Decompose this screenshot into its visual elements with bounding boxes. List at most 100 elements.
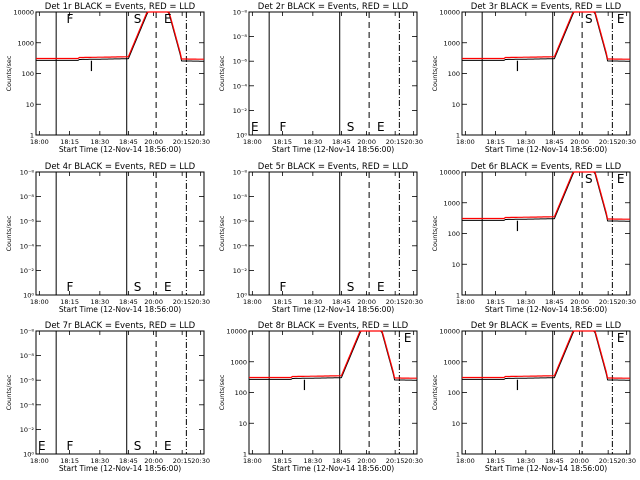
x-axis-title: Start Time (12-Nov-14 18:56:00) [59,464,181,473]
panel-title: Det 7r BLACK = Events, RED = LLD [45,321,196,331]
plot-frame [248,171,418,296]
panel-title: Det 3r BLACK = Events, RED = LLD [471,2,622,12]
x-tick-label: 18:30 [90,457,109,465]
y-tick-label: 1 [243,451,247,459]
x-tick-label: 20:30 [617,138,636,146]
y-tick-label: 10 [239,420,247,428]
x-tick-label: 18:15 [273,298,292,306]
x-tick-label: 18:00 [243,138,262,146]
panel-title: Det 8r BLACK = Events, RED = LLD [258,321,409,331]
x-tick-label: 20:30 [404,298,423,306]
y-tick-label: 10000 [439,169,460,177]
interval-marker-label: E [377,280,385,294]
y-tick-label: 10000 [439,328,460,336]
y-tick-label: 1000 [230,358,247,366]
y-tick-label: 10⁻⁶ [233,58,248,66]
y-axis-title: Counts/sec [5,55,13,91]
x-tick-label: 18:00 [456,457,475,465]
x-tick-label: 20:30 [191,457,210,465]
interval-marker-label: E [251,120,259,134]
y-tick-label: 1 [456,451,460,459]
lld-series-line [462,330,630,379]
x-tick-label: 18:00 [243,298,262,306]
y-tick-label: 10000 [226,328,247,336]
detector-panel-5: Det 5r BLACK = Events, RED = LLD 18:00 18:… [218,162,423,314]
x-axis-title: Start Time (12-Nov-14 18:56:00) [272,145,394,154]
interval-marker-label: S [585,172,593,186]
detector-panel-2: Det 2r BLACK = Events, RED = LLD 18:00 18:… [218,2,423,154]
x-tick-label: 18:15 [60,457,79,465]
x-tick-label: 18:15 [273,138,292,146]
interval-marker-label: S [134,12,142,26]
y-tick-label: 10 [452,101,460,109]
x-tick-label: 20:15 [599,298,618,306]
y-tick-label: 1000 [443,199,460,207]
y-axis-title: Counts/sec [218,215,226,251]
panel-title: Det 1r BLACK = Events, RED = LLD [45,2,196,12]
lld-series-line [462,11,630,60]
interval-marker-label: E [164,439,172,453]
x-tick-label: 18:45 [119,457,138,465]
detector-panel-7: Det 7r BLACK = Events, RED = LLD 18:00 18:… [5,321,210,473]
x-tick-label: 18:30 [516,138,535,146]
lld-series-line [462,171,630,220]
interval-marker-label: E [617,172,625,186]
x-tick-label: 18:00 [30,138,49,146]
x-tick-label: 20:00 [570,457,589,465]
y-tick-label: 1 [30,132,34,140]
y-tick-label: 1 [456,132,460,140]
events-series-line [462,11,630,62]
x-tick-label: 20:00 [144,457,163,465]
plot-frame [461,11,631,136]
x-tick-label: 20:30 [617,457,636,465]
y-tick-label: 10 [452,420,460,428]
interval-marker-label: E [377,120,385,134]
y-tick-label: 100 [448,389,460,397]
y-tick-label: 10⁻⁶ [20,218,35,226]
x-tick-label: 18:30 [303,138,322,146]
interval-marker-label: S [134,439,142,453]
x-tick-label: 18:00 [30,298,49,306]
plot-frame [35,171,205,296]
x-tick-label: 20:30 [404,457,423,465]
interval-marker-label: E [38,439,46,453]
y-tick-label: 100 [22,70,34,78]
x-tick-label: 20:30 [617,298,636,306]
y-tick-label: 10⁰ [236,292,247,300]
interval-marker-label: F [280,120,287,134]
interval-marker-label: F [67,12,74,26]
x-tick-label: 18:45 [119,138,138,146]
interval-marker-label: F [280,280,287,294]
x-tick-label: 18:30 [516,298,535,306]
y-tick-label: 10 [26,101,34,109]
y-axis-title: Counts/sec [431,55,439,91]
lld-series-line [249,330,417,379]
x-tick-label: 18:15 [60,138,79,146]
x-tick-label: 18:15 [486,457,505,465]
detector-panel-3: Det 3r BLACK = Events, RED = LLD 18:00 18:… [431,2,636,154]
y-tick-label: 10000 [439,9,460,17]
y-axis-title: Counts/sec [218,374,226,410]
panel-title: Det 4r BLACK = Events, RED = LLD [45,162,196,172]
y-tick-label: 10⁻⁸ [20,169,35,177]
x-tick-label: 20:00 [357,457,376,465]
x-tick-label: 20:00 [570,138,589,146]
x-tick-label: 18:45 [545,138,564,146]
x-tick-label: 20:00 [357,298,376,306]
interval-marker-label: S [134,280,142,294]
y-tick-label: 10⁻² [20,426,35,434]
plot-frame [461,171,631,296]
x-tick-label: 20:15 [599,457,618,465]
y-tick-label: 10⁰ [23,292,34,300]
detector-panel-6: Det 6r BLACK = Events, RED = LLD 18:00 18:… [431,162,636,314]
interval-marker-label: F [67,280,74,294]
x-tick-label: 20:15 [386,138,405,146]
y-tick-label: 1000 [443,39,460,47]
panel-title: Det 6r BLACK = Events, RED = LLD [471,162,622,172]
x-tick-label: 18:00 [456,298,475,306]
y-tick-label: 1000 [17,39,34,47]
plot-frame [248,11,418,136]
x-tick-label: 18:15 [60,298,79,306]
x-tick-label: 18:30 [516,457,535,465]
